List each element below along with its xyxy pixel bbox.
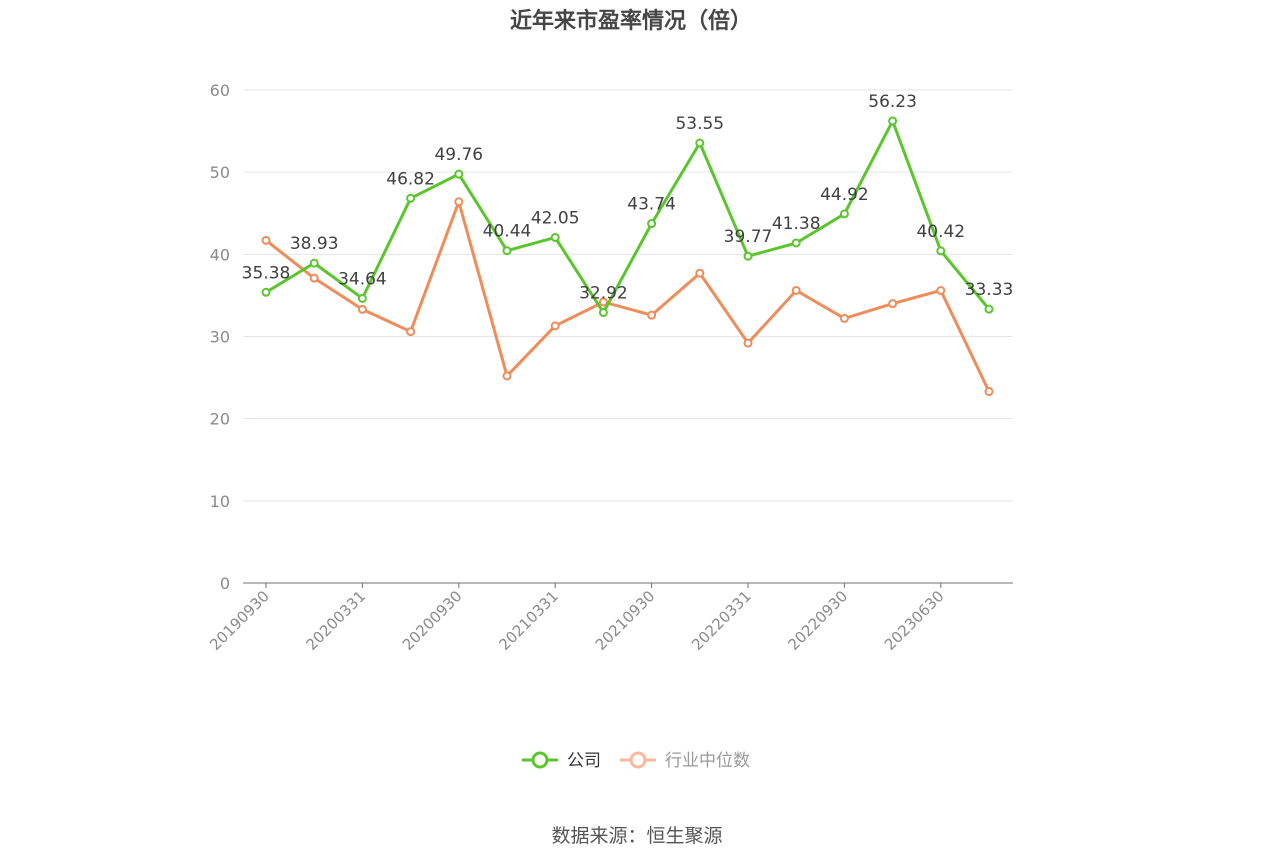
data-point-industry-median (261, 235, 271, 245)
legend-industry-marker (629, 751, 647, 769)
data-point-industry-median (550, 321, 560, 331)
data-point-industry-median (309, 273, 319, 283)
data-label-company: 49.76 (434, 145, 483, 165)
legend-company-marker (531, 751, 549, 769)
x-tick-label: 20220930 (785, 587, 852, 654)
data-point-industry-median (357, 304, 367, 314)
data-label-company: 35.38 (242, 263, 291, 283)
y-tick-label: 60 (210, 81, 230, 100)
data-point-industry-median (454, 197, 464, 207)
data-point-company (357, 293, 367, 303)
x-tick-label: 20200331 (303, 587, 370, 654)
grid-lines (243, 89, 1013, 502)
data-point-company (888, 116, 898, 126)
data-point-industry-median (791, 285, 801, 295)
data-point-company (598, 308, 608, 318)
data-point-company (454, 169, 464, 179)
data-label-company: 41.38 (772, 214, 821, 234)
data-label-company: 38.93 (290, 234, 339, 254)
y-tick-label: 50 (210, 163, 230, 182)
data-point-industry-median (888, 299, 898, 309)
data-point-industry-median (502, 371, 512, 381)
data-point-company (502, 246, 512, 256)
data-point-company (309, 258, 319, 268)
legend[interactable]: 公司 行业中位数 (522, 751, 750, 771)
data-point-industry-median (984, 387, 994, 397)
data-label-company: 34.64 (338, 269, 387, 289)
data-point-industry-median (743, 338, 753, 348)
x-tick-label: 20210331 (495, 587, 562, 654)
data-point-company (839, 209, 849, 219)
x-tick-label: 20210930 (592, 587, 659, 654)
legend-industry-label: 行业中位数 (665, 751, 750, 771)
data-label-company: 32.92 (579, 284, 628, 304)
data-point-industry-median (647, 310, 657, 320)
x-tick-label: 20220331 (688, 587, 755, 654)
y-tick-label: 20 (210, 410, 230, 429)
data-source-note: 数据来源：恒生聚源 (551, 825, 722, 847)
data-label-company: 56.23 (868, 92, 917, 112)
axes: 0 10 20 30 40 50 60 20190930 20200331 20200930 202… (206, 81, 1013, 654)
data-label-company: 42.05 (531, 208, 580, 228)
legend-item-company[interactable]: 公司 (522, 751, 601, 771)
data-point-industry-median (936, 285, 946, 295)
data-label-company: 53.55 (675, 114, 724, 134)
x-tick-label: 20200930 (399, 587, 466, 654)
series-line-company (264, 119, 991, 315)
data-point-industry-median (406, 327, 416, 337)
y-tick-label: 0 (220, 574, 230, 593)
data-label-company: 33.33 (965, 280, 1014, 300)
data-label-company: 40.42 (916, 222, 965, 242)
data-point-company (743, 251, 753, 261)
data-point-company (406, 193, 416, 203)
data-point-industry-median (839, 313, 849, 323)
x-tick-label: 20190930 (206, 587, 273, 654)
data-point-company (550, 232, 560, 242)
y-tick-label: 30 (210, 328, 230, 347)
data-point-company (984, 304, 994, 314)
chart-title: 近年来市盈率情况（倍） (510, 8, 752, 34)
data-point-industry-median (598, 297, 608, 307)
series-layer (261, 116, 994, 397)
data-label-company: 46.82 (386, 169, 435, 189)
x-tick-label: 20230630 (881, 587, 948, 654)
legend-company-label: 公司 (567, 751, 601, 771)
series-line-industry-median (264, 200, 991, 394)
data-point-industry-median (695, 268, 705, 278)
data-label-company: 44.92 (820, 185, 869, 205)
y-tick-label: 10 (210, 492, 230, 511)
data-point-company (261, 287, 271, 297)
data-point-company (695, 138, 705, 148)
data-label-company: 43.74 (627, 195, 676, 215)
data-point-company (791, 238, 801, 248)
data-point-company (647, 219, 657, 229)
legend-item-industry-median[interactable]: 行业中位数 (620, 751, 750, 771)
y-tick-label: 40 (210, 245, 230, 264)
data-label-company: 39.77 (724, 227, 773, 247)
data-label-company: 40.44 (483, 222, 532, 242)
data-point-company (936, 246, 946, 256)
